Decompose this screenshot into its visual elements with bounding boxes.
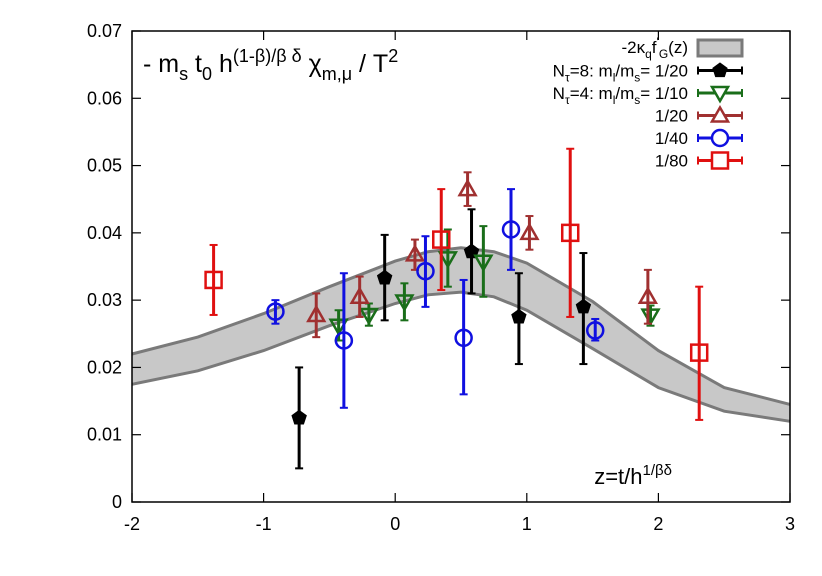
series-4	[204, 147, 709, 421]
legend-label-2: 1/20	[655, 107, 688, 126]
data-point	[457, 178, 478, 197]
data-point	[376, 269, 393, 285]
legend-marker	[712, 62, 728, 78]
data-point	[306, 304, 327, 323]
x-tick-label: 1	[522, 514, 532, 534]
data-point	[519, 222, 540, 241]
band-fill	[132, 247, 790, 422]
axis-layer: -2 -1 0 1 2 3 0 0.01 0.02 0.03 0.04 0.05 0.06 0.07	[87, 21, 795, 534]
title-layer: - ms t0 h(1-β)/β δ χm,μ / T2 z=t/h1/βδ	[143, 46, 672, 489]
series-3	[266, 188, 605, 409]
y-tick-label: 0.03	[87, 290, 122, 310]
y-tick-label: 0.06	[87, 88, 122, 108]
data-point	[404, 243, 426, 262]
legend-sample-0	[697, 62, 743, 78]
data-point	[416, 261, 435, 281]
data-point	[585, 321, 605, 340]
x-tick-label: 2	[653, 514, 663, 534]
band-layer	[131, 246, 791, 423]
data-point	[334, 331, 354, 350]
legend-label-band: -2κqf'G(z)	[621, 35, 688, 61]
data-point	[204, 270, 223, 290]
legend-sample-4	[697, 151, 743, 170]
data-point	[432, 230, 451, 249]
x-tick-label: -1	[256, 514, 272, 534]
y-tick-label: 0.07	[87, 21, 122, 41]
y-tick-label: 0.02	[87, 357, 122, 377]
legend-swatch-band	[696, 38, 744, 58]
data-point	[689, 343, 709, 362]
legend-sample-2	[697, 104, 743, 123]
data-point	[501, 220, 521, 239]
plot-frame	[131, 30, 791, 503]
band-upper-edge	[131, 246, 791, 406]
series-0	[291, 208, 592, 470]
x-axis-label: z=t/h1/βδ	[594, 462, 672, 489]
data-point	[511, 308, 527, 324]
data-point	[349, 286, 370, 305]
legend-marker	[709, 85, 731, 104]
legend-label-0: Nτ=8: ml/ms= 1/20	[553, 62, 688, 85]
legend-label-4: 1/80	[655, 152, 688, 171]
legend-marker	[710, 151, 730, 170]
legend-sample-3	[697, 128, 743, 148]
data-point	[560, 223, 580, 243]
band-lower-edge	[131, 290, 791, 423]
data-point	[291, 409, 307, 425]
data-point	[266, 302, 285, 321]
x-tick-label: 0	[390, 514, 400, 534]
data-point	[575, 298, 592, 314]
series-layer	[204, 147, 709, 470]
data-point	[637, 286, 659, 305]
series-2	[306, 171, 659, 339]
data-point	[463, 243, 480, 259]
y-tick-label: 0.01	[87, 425, 122, 445]
data-point	[358, 307, 380, 326]
data-point	[394, 294, 415, 313]
x-tick-label: 3	[785, 514, 795, 534]
legend-marker	[709, 104, 731, 123]
legend-label-1: Nτ=4: ml/ms= 1/10	[553, 84, 688, 107]
legend-marker	[710, 128, 730, 148]
data-point	[437, 251, 458, 269]
chart-title: - ms t0 h(1-β)/β δ χm,μ / T2	[143, 46, 398, 84]
x-tick-label: -2	[124, 514, 140, 534]
y-tick-label: 0.04	[87, 223, 122, 243]
legend-sample-1	[697, 85, 743, 104]
y-tick-label: 0.05	[87, 156, 122, 176]
legend-label-3: 1/40	[655, 129, 688, 148]
series-1	[328, 225, 661, 342]
data-point	[454, 328, 473, 348]
data-point	[473, 254, 494, 273]
y-tick-label: 0	[112, 492, 122, 512]
